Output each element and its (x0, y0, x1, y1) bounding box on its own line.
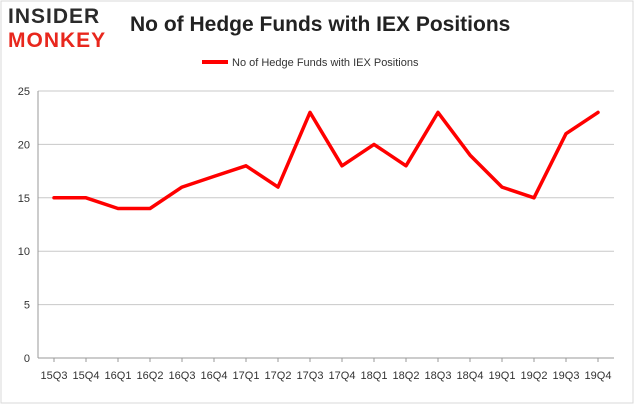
insider-monkey-logo: INSIDER MONKEY (8, 4, 116, 54)
x-tick-labels: 15Q3 15Q4 16Q1 16Q2 16Q3 16Q4 17Q1 17Q2 17Q3 17Q4… (41, 370, 612, 382)
y-tick-label: 15 (18, 193, 30, 205)
x-tick-label: 16Q1 (105, 370, 132, 382)
x-tick-label: 19Q3 (553, 370, 580, 382)
series-line-0 (52, 110, 600, 211)
x-tick-label: 18Q1 (361, 370, 388, 382)
logo-text-bottom: MONKEY (8, 29, 107, 52)
y-tick-labels: 0 5 10 15 20 25 (18, 86, 30, 365)
x-tick-label: 15Q4 (73, 370, 100, 382)
y-tick-label: 0 (24, 353, 30, 365)
y-tick-label: 20 (18, 139, 30, 151)
legend-label: No of Hedge Funds with IEX Positions (232, 57, 419, 69)
x-tick-label: 17Q2 (265, 370, 292, 382)
x-tick-label: 17Q3 (297, 370, 324, 382)
x-tick-label: 15Q3 (41, 370, 68, 382)
chart-title: No of Hedge Funds with IEX Positions (130, 13, 511, 36)
x-tick-label: 16Q2 (137, 370, 164, 382)
legend: No of Hedge Funds with IEX Positions (202, 57, 419, 69)
series-lines (52, 110, 600, 211)
x-tick-label: 18Q4 (457, 370, 484, 382)
y-tick-label: 10 (18, 246, 30, 258)
y-tick-label: 5 (24, 300, 30, 312)
x-tick-label: 17Q4 (329, 370, 356, 382)
x-tick-label: 16Q3 (169, 370, 196, 382)
y-tick-label: 25 (18, 86, 30, 98)
x-tick-label: 16Q4 (201, 370, 228, 382)
grid-lines (38, 90, 614, 359)
logo-text-top: INSIDER (8, 5, 101, 28)
x-tick-label: 19Q2 (521, 370, 548, 382)
x-tick-label: 17Q1 (233, 370, 260, 382)
x-tick-label: 19Q1 (489, 370, 516, 382)
axes (37, 91, 614, 362)
x-tick-label: 18Q2 (393, 370, 420, 382)
x-tick-label: 18Q3 (425, 370, 452, 382)
x-tick-label: 19Q4 (585, 370, 612, 382)
